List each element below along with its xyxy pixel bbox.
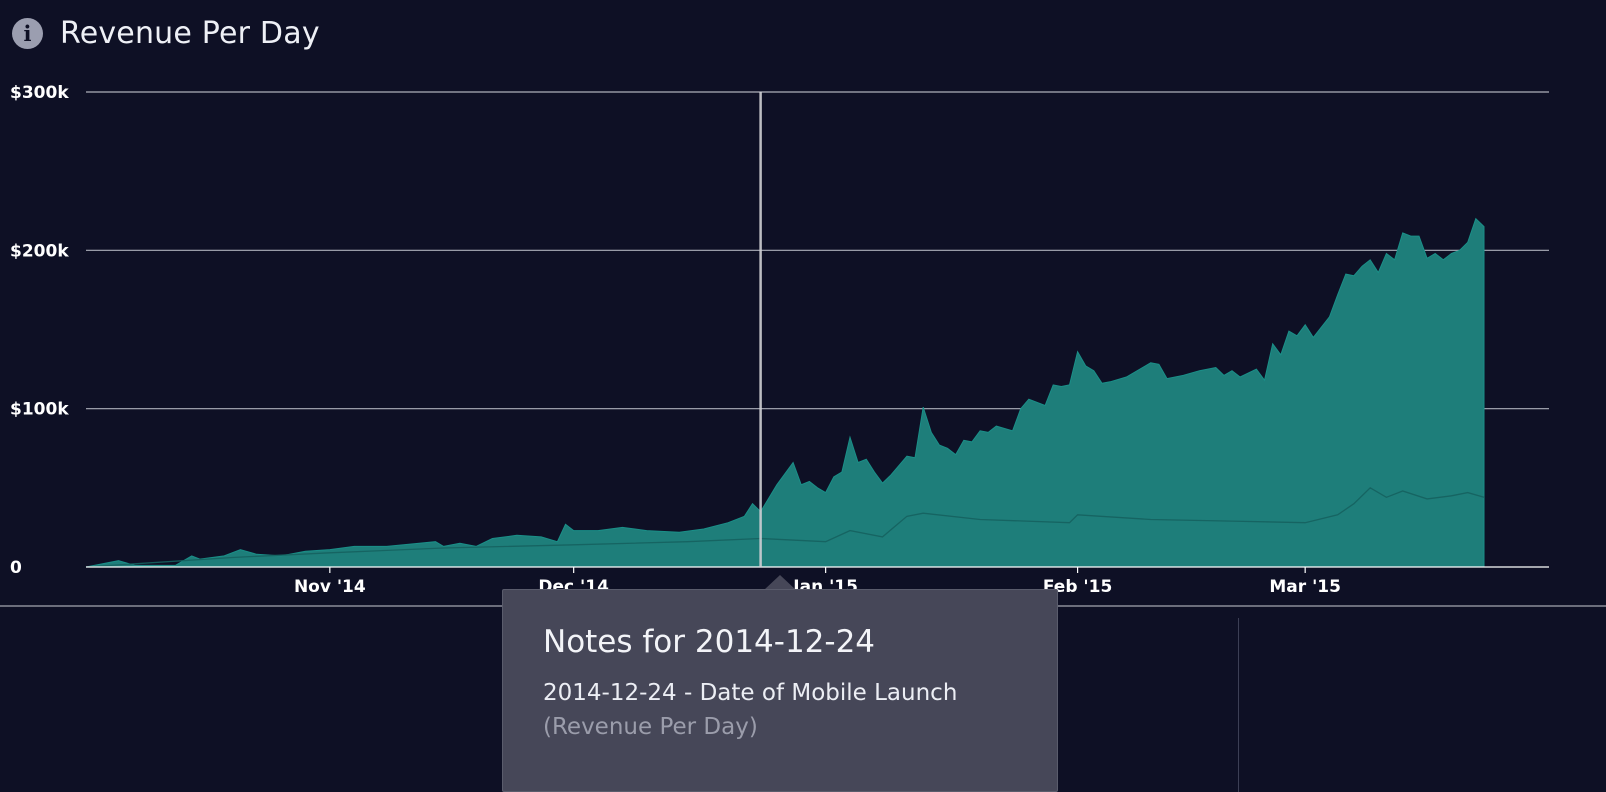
x-tick-label: Nov '14 [294,577,366,597]
secondary-series-line [85,486,1485,568]
tooltip-metric: (Revenue Per Day) [543,714,758,740]
area-series [85,217,1485,568]
chart-title: Revenue Per Day [60,15,320,51]
x-tick-label: Mar '15 [1269,577,1341,597]
x-tick-label: Feb '15 [1043,577,1112,597]
chart-header: i Revenue Per Day [12,12,320,54]
y-tick-label: 0 [10,558,22,578]
revenue-area [85,217,1485,568]
tooltip-note: 2014-12-24 - Date of Mobile Launch [543,680,958,706]
x-axis: Nov '14 Dec '14 Jan '15 Feb '15 Mar '15 [0,566,1606,607]
notes-tooltip: Notes for 2014-12-24 2014-12-24 - Date o… [502,589,1058,792]
y-axis: 0 $100k $200k $300k [10,83,69,578]
y-tick-label: $100k [10,400,69,420]
tooltip-arrow [764,575,796,590]
y-tick-label: $300k [10,83,69,103]
tooltip-title: Notes for 2014-12-24 [543,624,876,660]
info-icon[interactable]: i [12,17,43,49]
y-tick-label: $200k [10,241,69,261]
panel-divider [1238,618,1239,792]
